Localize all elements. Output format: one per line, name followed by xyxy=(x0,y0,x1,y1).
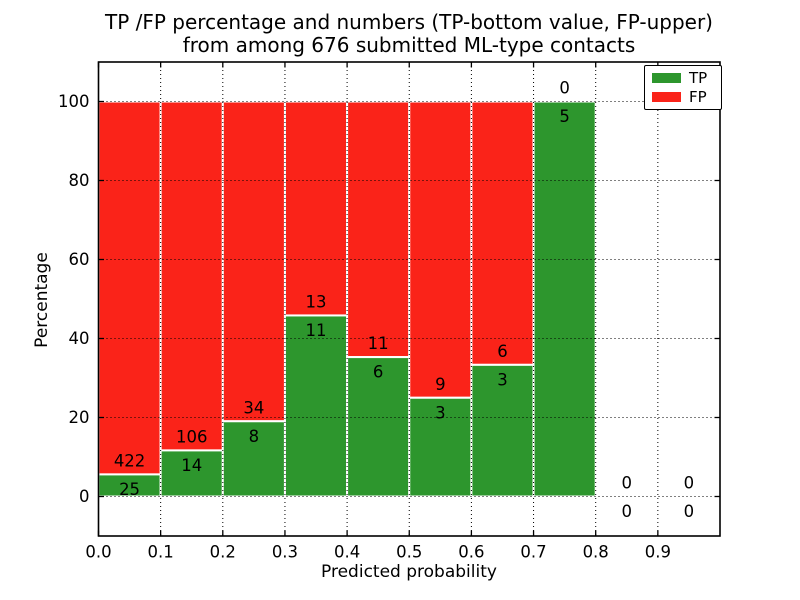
fp-bar xyxy=(97,100,162,476)
chart-title: TP /FP percentage and numbers (TP-bottom… xyxy=(98,11,720,57)
fp-count-label: 11 xyxy=(368,334,389,353)
y-tick-label: 40 xyxy=(69,329,90,348)
chart-title-line1: TP /FP percentage and numbers (TP-bottom… xyxy=(105,10,713,34)
fp-bar xyxy=(283,100,349,317)
tp-count-label: 6 xyxy=(373,363,384,382)
fp-count-label: 0 xyxy=(559,79,570,98)
legend-item-fp: FP xyxy=(652,88,714,106)
y-tick-label: 0 xyxy=(79,487,90,506)
tp-count-label: 0 xyxy=(684,502,695,521)
legend: TP FP xyxy=(644,65,722,110)
tp-count-label: 0 xyxy=(622,502,633,521)
x-tick-label: 0.4 xyxy=(334,543,360,562)
x-tick-label: 0.5 xyxy=(396,543,422,562)
tp-count-label: 25 xyxy=(119,480,140,499)
fp-count-label: 13 xyxy=(306,292,327,311)
x-tick-label: 0.8 xyxy=(583,543,609,562)
fp-color-swatch xyxy=(652,92,681,102)
x-tick-label: 0.6 xyxy=(458,543,484,562)
y-tick-label: 80 xyxy=(69,171,90,190)
fp-bar xyxy=(470,100,535,366)
tp-bar xyxy=(221,420,286,498)
y-axis-label: Percentage xyxy=(32,252,52,348)
tp-color-swatch xyxy=(652,73,681,83)
tp-bar xyxy=(408,396,473,498)
tp-count-label: 3 xyxy=(435,403,446,422)
tp-bar xyxy=(159,449,224,498)
legend-label-fp: FP xyxy=(689,88,707,106)
x-tick-label: 0.7 xyxy=(520,543,546,562)
chart-title-line2: from among 676 submitted ML-type contact… xyxy=(182,33,636,57)
y-tick-label: 20 xyxy=(69,408,90,427)
x-tick-label: 0.3 xyxy=(272,543,298,562)
x-tick-label: 0.0 xyxy=(85,543,111,562)
y-tick-label: 60 xyxy=(69,250,90,269)
fp-count-label: 0 xyxy=(684,474,695,493)
x-tick-label: 0.1 xyxy=(148,543,174,562)
fp-count-label: 9 xyxy=(435,375,446,394)
fp-count-label: 34 xyxy=(243,398,264,417)
tp-bar xyxy=(532,100,597,498)
tp-count-label: 5 xyxy=(559,107,570,126)
legend-label-tp: TP xyxy=(689,69,708,87)
x-tick-label: 0.2 xyxy=(210,543,236,562)
fp-bar xyxy=(159,100,224,452)
tp-count-label: 14 xyxy=(181,456,202,475)
tp-count-label: 3 xyxy=(497,370,508,389)
tp-count-label: 8 xyxy=(249,427,260,446)
y-tick-label: 100 xyxy=(58,92,90,111)
legend-item-tp: TP xyxy=(652,69,714,87)
tp-bar xyxy=(283,314,349,498)
fp-bar xyxy=(221,100,286,423)
fp-bar xyxy=(408,100,473,399)
x-tick-label: 0.9 xyxy=(645,543,671,562)
fp-count-label: 422 xyxy=(114,451,146,470)
fp-count-label: 6 xyxy=(497,342,508,361)
fp-bar xyxy=(346,100,411,359)
tp-count-label: 11 xyxy=(306,321,327,340)
x-axis-label: Predicted probability xyxy=(321,562,497,582)
fp-count-label: 106 xyxy=(176,427,208,446)
fp-count-label: 0 xyxy=(622,474,633,493)
